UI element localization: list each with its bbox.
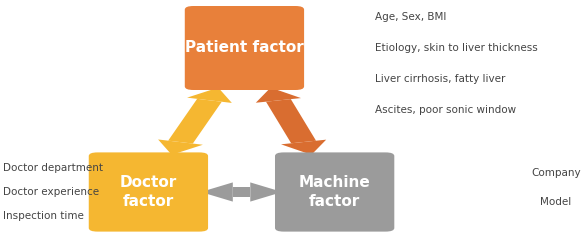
Text: Doctor department: Doctor department: [3, 163, 103, 173]
Polygon shape: [266, 99, 316, 143]
Polygon shape: [201, 182, 233, 202]
Text: Patient factor: Patient factor: [185, 41, 304, 55]
Polygon shape: [158, 139, 203, 155]
Polygon shape: [250, 182, 282, 202]
FancyBboxPatch shape: [89, 152, 208, 232]
Polygon shape: [233, 187, 250, 197]
Text: Model: Model: [540, 197, 572, 207]
Text: Etiology, skin to liver thickness: Etiology, skin to liver thickness: [375, 43, 538, 53]
Polygon shape: [168, 99, 222, 144]
FancyBboxPatch shape: [185, 6, 304, 90]
FancyBboxPatch shape: [275, 152, 394, 232]
Text: Machine
factor: Machine factor: [299, 175, 371, 209]
Polygon shape: [256, 88, 301, 103]
Polygon shape: [281, 140, 326, 155]
Text: Age, Sex, BMI: Age, Sex, BMI: [375, 12, 447, 22]
Polygon shape: [187, 88, 232, 103]
Text: Doctor
factor: Doctor factor: [120, 175, 177, 209]
Text: Inspection time: Inspection time: [3, 211, 84, 221]
Text: Doctor experience: Doctor experience: [3, 187, 99, 197]
Text: Liver cirrhosis, fatty liver: Liver cirrhosis, fatty liver: [375, 74, 506, 84]
Text: Ascites, poor sonic window: Ascites, poor sonic window: [375, 105, 516, 115]
Text: Company: Company: [531, 168, 581, 178]
